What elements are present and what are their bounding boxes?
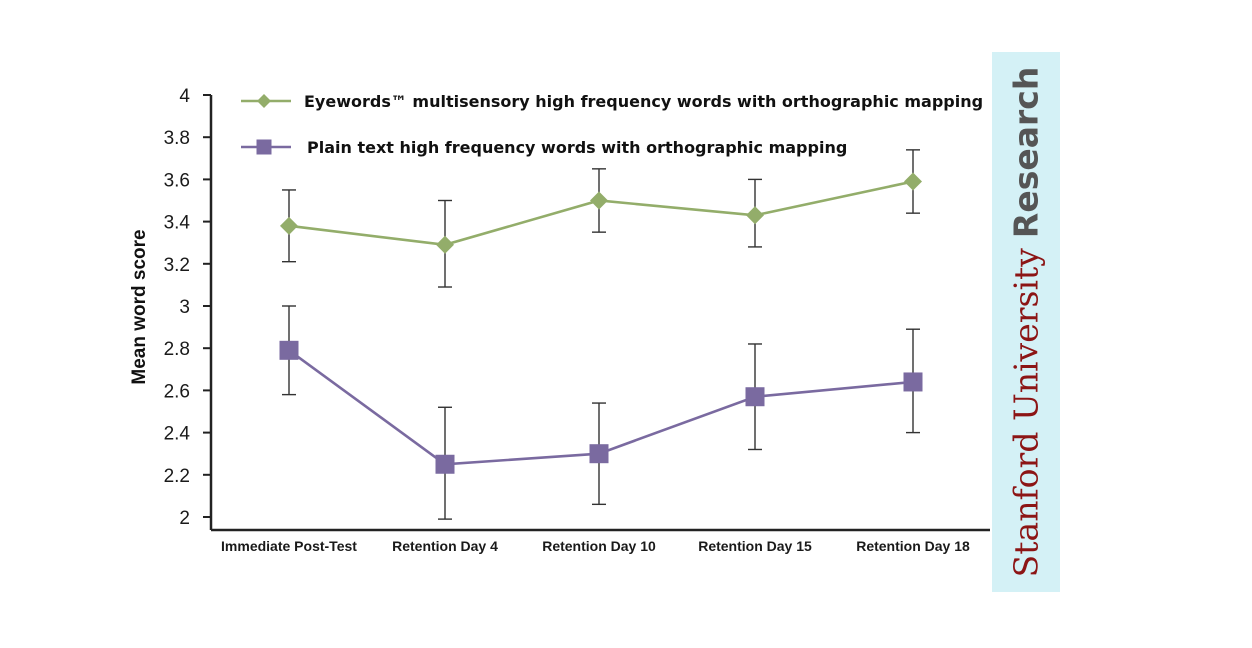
- y-tick-label: 3.4: [164, 213, 191, 234]
- data-point: [435, 454, 455, 474]
- legend-marker: [256, 139, 272, 155]
- x-tick-label: Retention Day 4: [392, 538, 498, 554]
- y-tick-label: 2.6: [164, 381, 190, 402]
- data-point: [280, 216, 298, 235]
- data-point: [279, 340, 299, 360]
- x-tick-label: Retention Day 10: [542, 538, 656, 554]
- data-point: [903, 372, 923, 392]
- y-tick-label: 2.2: [164, 466, 190, 487]
- x-tick-label: Immediate Post-Test: [221, 538, 357, 554]
- badge-research: Research: [1006, 66, 1046, 239]
- data-point: [436, 235, 454, 254]
- badge-university: Stanford University: [1006, 248, 1046, 578]
- legend-label: Plain text high frequency words with ort…: [307, 138, 847, 157]
- line-chart: 2 2.2 2.4 2.6 2.8 3 3.2 3.4 3.6 3.8 4 Immediate Po…: [129, 86, 990, 554]
- x-tick-label: Retention Day 15: [698, 538, 812, 554]
- x-tick-label: Retention Day 18: [856, 538, 970, 554]
- data-point: [745, 387, 765, 407]
- y-tick-label: 2.4: [164, 424, 191, 445]
- data-point: [904, 172, 922, 191]
- y-tick-label: 2: [179, 508, 190, 529]
- y-tick-label: 3.2: [164, 255, 190, 276]
- x-tick-labels: Immediate Post-Test Retention Day 4 Retent…: [221, 538, 970, 554]
- series-lines: [288, 180, 914, 466]
- legend: Eyewords™ multisensory high frequency wo…: [241, 92, 983, 157]
- data-point: [746, 206, 764, 225]
- badge-text: Stanford University Research: [1007, 67, 1046, 578]
- legend-marker: [257, 94, 271, 108]
- y-tick-label: 3.8: [164, 128, 190, 149]
- stanford-research-badge: Stanford University Research: [992, 52, 1060, 592]
- series-line-1: [288, 180, 914, 247]
- y-tick-label: 4: [179, 86, 190, 107]
- y-ticks: 2 2.2 2.4 2.6 2.8 3 3.2 3.4 3.6 3.8 4: [164, 86, 211, 529]
- y-axis-label: Mean word score: [129, 229, 150, 384]
- y-tick-label: 2.8: [164, 339, 190, 360]
- y-tick-label: 3.6: [164, 170, 190, 191]
- data-point: [590, 191, 608, 210]
- legend-label: Eyewords™ multisensory high frequency wo…: [304, 92, 983, 111]
- data-markers: [279, 172, 923, 474]
- data-point: [589, 444, 609, 464]
- y-tick-label: 3: [179, 297, 190, 318]
